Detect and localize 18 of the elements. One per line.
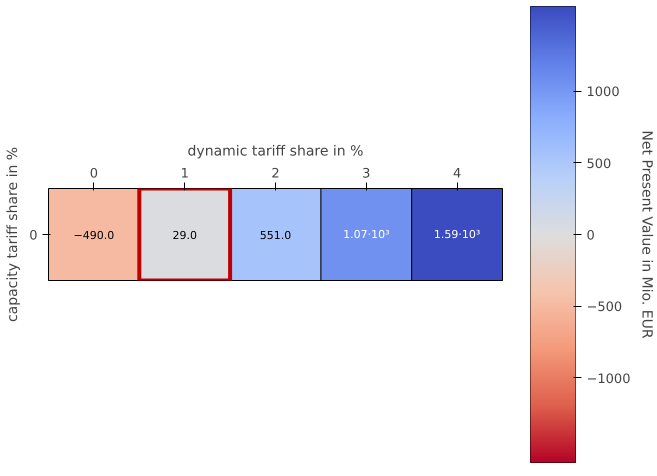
- data-label: 551.0: [260, 229, 292, 242]
- color-bar-label: 0: [586, 228, 595, 244]
- data-label: 1.07·10³: [343, 228, 390, 241]
- color-bar-label: −1000: [586, 372, 630, 387]
- color-bar-label: 1000: [586, 85, 620, 100]
- data-label: 1.59·10³: [434, 228, 480, 241]
- data-label: −490.0: [74, 229, 114, 242]
- x-tick-label: 0: [90, 166, 98, 182]
- x-axis-title: dynamic tariff share in %: [188, 144, 364, 160]
- x-tick-label: 3: [362, 166, 370, 182]
- color-bar-title: Net Present Value in Mio. EUR: [638, 130, 654, 339]
- x-tick-label: 1: [180, 166, 189, 182]
- x-tick-label: 2: [271, 166, 280, 182]
- x-tick-label: 4: [452, 166, 462, 182]
- color-bar-label: −500: [586, 300, 622, 316]
- data-label: 29.0: [172, 229, 197, 242]
- color-bar-label: 500: [586, 156, 612, 172]
- y-axis-title: capacity tariff share in %: [5, 146, 22, 322]
